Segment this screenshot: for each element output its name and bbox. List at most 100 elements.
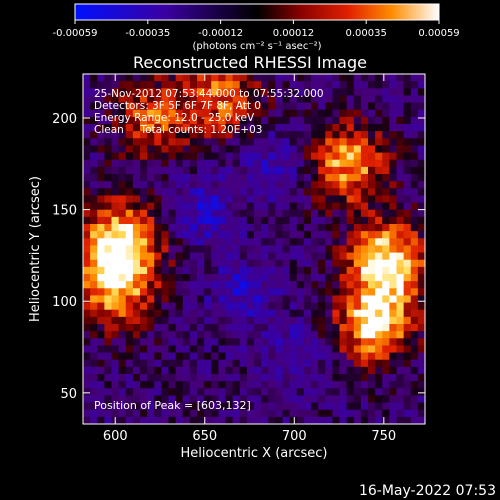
heatmap-cell — [132, 295, 141, 303]
heatmap-cell — [261, 395, 269, 403]
heatmap-cell — [111, 395, 120, 403]
heatmap-cell — [282, 88, 291, 96]
heatmap-cell — [375, 324, 383, 332]
heatmap-cell — [403, 245, 412, 253]
heatmap-cell — [275, 338, 283, 346]
heatmap-cell — [161, 388, 169, 396]
heatmap-cell — [346, 181, 355, 189]
heatmap-cell — [97, 88, 105, 96]
heatmap-cell — [168, 252, 177, 261]
heatmap-cell — [382, 316, 390, 325]
heatmap-cell — [403, 324, 412, 332]
heatmap-cell — [318, 145, 326, 153]
heatmap-cell — [204, 288, 212, 296]
heatmap-cell — [154, 359, 162, 368]
heatmap-cell — [282, 202, 291, 211]
heatmap-cell — [303, 409, 312, 418]
heatmap-cell — [140, 266, 148, 275]
heatmap-cell — [382, 295, 390, 303]
heatmap-cell — [161, 366, 169, 375]
heatmap-cell — [225, 266, 234, 275]
heatmap-cell — [325, 181, 333, 189]
heatmap-cell — [83, 259, 91, 268]
heatmap-cell — [197, 252, 205, 261]
heatmap-cell — [104, 345, 112, 353]
heatmap-cell — [189, 116, 198, 125]
heatmap-cell — [246, 131, 255, 139]
heatmap-cell — [296, 81, 305, 89]
heatmap-cell — [197, 138, 205, 146]
heatmap-cell — [161, 74, 169, 82]
heatmap-cell — [410, 331, 419, 339]
heatmap-cell — [83, 338, 91, 346]
heatmap-cell — [403, 109, 412, 118]
x-tick-label: 700 — [282, 429, 307, 444]
heatmap-cell — [232, 209, 241, 218]
heatmap-cell — [111, 374, 120, 382]
heatmap-cell — [218, 109, 226, 118]
heatmap-cell — [403, 152, 412, 161]
heatmap-cell — [410, 316, 419, 325]
heatmap-cell — [268, 195, 276, 203]
heatmap-cell — [375, 295, 383, 303]
heatmap-cell — [353, 259, 362, 268]
heatmap-cell — [275, 88, 283, 96]
heatmap-cell — [332, 366, 340, 375]
heatmap-cell — [360, 359, 369, 368]
heatmap-cell — [132, 131, 141, 139]
heatmap-cell — [417, 138, 426, 146]
heatmap-cell — [111, 309, 120, 318]
heatmap-cell — [303, 209, 312, 218]
heatmap-cell — [211, 238, 219, 246]
heatmap-cell — [246, 116, 255, 125]
heatmap-cell — [140, 245, 148, 253]
heatmap-cell — [232, 302, 241, 311]
heatmap-cell — [211, 245, 219, 253]
heatmap-cell — [261, 259, 269, 268]
heatmap-cell — [147, 124, 155, 132]
heatmap-cell — [318, 202, 326, 211]
heatmap-cell — [225, 381, 234, 389]
heatmap-cell — [132, 159, 141, 168]
heatmap-cell — [182, 359, 191, 368]
heatmap-cell — [154, 216, 162, 225]
heatmap-cell — [225, 245, 234, 253]
heatmap-cell — [225, 159, 234, 168]
heatmap-cell — [268, 74, 276, 82]
heatmap-cell — [261, 281, 269, 289]
heatmap-cell — [140, 152, 148, 161]
heatmap-cell — [311, 88, 319, 96]
heatmap-cell — [318, 402, 326, 411]
heatmap-cell — [90, 231, 98, 239]
heatmap-cell — [182, 124, 191, 132]
heatmap-cell — [389, 302, 397, 311]
heatmap-cell — [417, 338, 426, 346]
heatmap-cell — [282, 231, 291, 239]
heatmap-cell — [346, 359, 355, 368]
heatmap-cell — [97, 95, 105, 103]
heatmap-cell — [346, 174, 355, 182]
heatmap-cell — [182, 188, 191, 196]
heatmap-cell — [360, 145, 369, 153]
heatmap-cell — [318, 295, 326, 303]
heatmap-cell — [246, 374, 255, 382]
heatmap-cell — [417, 181, 426, 189]
heatmap-cell — [296, 338, 305, 346]
heatmap-cell — [275, 81, 283, 89]
heatmap-cell — [339, 374, 348, 382]
heatmap-cell — [125, 138, 134, 146]
heatmap-cell — [332, 81, 340, 89]
heatmap-cell — [161, 209, 169, 218]
heatmap-cell — [339, 202, 348, 211]
heatmap-cell — [232, 338, 241, 346]
heatmap-cell — [325, 402, 333, 411]
y-tick-label: 100 — [52, 295, 77, 310]
heatmap-cell — [353, 366, 362, 375]
heatmap-cell — [239, 124, 248, 132]
heatmap-cell — [346, 266, 355, 275]
heatmap-cell — [311, 216, 319, 225]
heatmap-cell — [417, 366, 426, 375]
heatmap-cell — [318, 352, 326, 361]
heatmap-cell — [325, 81, 333, 89]
heatmap-cell — [232, 288, 241, 296]
